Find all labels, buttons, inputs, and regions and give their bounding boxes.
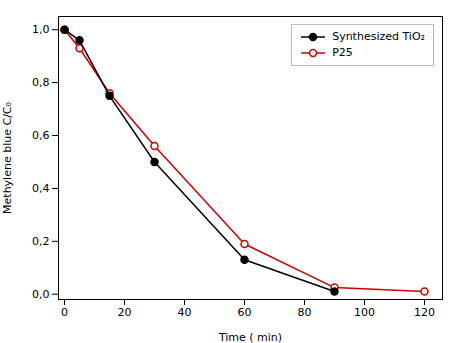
svg-text:100: 100: [354, 306, 375, 319]
svg-text:20: 20: [118, 306, 132, 319]
svg-text:40: 40: [178, 306, 192, 319]
svg-text:Methylene blue C/C₀: Methylene blue C/C₀: [1, 101, 14, 213]
svg-text:60: 60: [238, 306, 252, 319]
svg-text:0,8: 0,8: [32, 76, 50, 89]
svg-text:Time ( min): Time ( min): [218, 331, 282, 343]
svg-text:80: 80: [298, 306, 312, 319]
svg-text:1,0: 1,0: [32, 23, 50, 36]
svg-text:0,6: 0,6: [32, 129, 50, 142]
svg-text:0: 0: [61, 306, 68, 319]
svg-text:0,0: 0,0: [32, 288, 50, 301]
svg-text:120: 120: [414, 306, 435, 319]
html-text:P25: P25: [332, 46, 353, 59]
html-text:Synthesized TiO₂: Synthesized TiO₂: [332, 30, 425, 43]
svg-text:0,4: 0,4: [32, 182, 50, 195]
svg-text:0,2: 0,2: [32, 235, 50, 248]
